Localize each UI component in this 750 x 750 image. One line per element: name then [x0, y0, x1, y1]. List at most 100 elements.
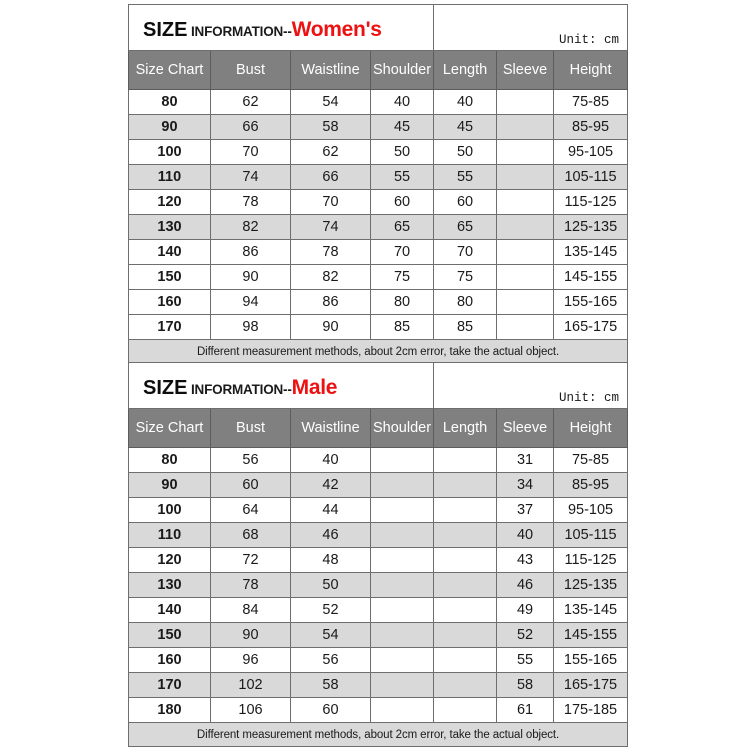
cell-length: 80 — [433, 289, 498, 315]
cell-sleeve: 58 — [496, 672, 555, 698]
male-table-body: 80 56 40 31 75-85 90 60 42 34 85-95 100 64 44 37 95-10… — [128, 447, 629, 723]
cell-size: 180 — [128, 697, 211, 723]
cell-bust: 62 — [210, 89, 291, 115]
male-column-header-row: Size Chart Bust Waistline Shoulder Lengt… — [128, 408, 629, 448]
column-header-height: Height — [553, 50, 629, 90]
cell-shoulder: 45 — [369, 114, 435, 140]
cell-height: 105-115 — [553, 522, 629, 548]
column-header-waistline: Waistline — [290, 50, 371, 90]
womens-size-chart-block: SIZE INFORMATION--Women's Unit: cm Size … — [127, 4, 629, 364]
cell-waistline: 44 — [290, 497, 371, 523]
cell-height: 75-85 — [553, 89, 629, 115]
cell-bust: 106 — [210, 697, 291, 723]
cell-sleeve: 61 — [496, 697, 555, 723]
cell-size: 120 — [128, 189, 211, 215]
table-row: 120 72 48 43 115-125 — [128, 547, 629, 573]
cell-bust: 64 — [210, 497, 291, 523]
womens-column-header-row: Size Chart Bust Waistline Shoulder Lengt… — [128, 50, 629, 90]
cell-size: 170 — [128, 672, 211, 698]
cell-waistline: 52 — [290, 597, 371, 623]
table-row: 120 78 70 60 60 115-125 — [128, 189, 629, 215]
cell-sleeve: 55 — [496, 647, 555, 673]
cell-waistline: 48 — [290, 547, 371, 573]
cell-length — [433, 547, 498, 573]
cell-waistline: 66 — [290, 164, 371, 190]
cell-size: 160 — [128, 647, 211, 673]
column-header-sleeve: Sleeve — [496, 50, 555, 90]
cell-shoulder — [369, 447, 435, 473]
cell-shoulder — [369, 572, 435, 598]
table-row: 170 102 58 58 165-175 — [128, 672, 629, 698]
cell-bust: 78 — [210, 572, 291, 598]
cell-sleeve — [496, 89, 555, 115]
cell-sleeve: 52 — [496, 622, 555, 648]
cell-height: 155-165 — [553, 289, 629, 315]
cell-height: 85-95 — [553, 114, 629, 140]
cell-sleeve: 40 — [496, 522, 555, 548]
cell-length: 60 — [433, 189, 498, 215]
cell-shoulder: 80 — [369, 289, 435, 315]
cell-length: 85 — [433, 314, 498, 340]
cell-sleeve — [496, 314, 555, 340]
cell-shoulder — [369, 547, 435, 573]
cell-shoulder: 85 — [369, 314, 435, 340]
cell-bust: 90 — [210, 264, 291, 290]
cell-sleeve — [496, 139, 555, 165]
cell-length — [433, 672, 498, 698]
womens-table-body: 80 62 54 40 40 75-85 90 66 58 45 45 85-95 100 70 62 50 5… — [128, 89, 629, 340]
cell-height: 125-135 — [553, 572, 629, 598]
table-row: 80 62 54 40 40 75-85 — [128, 89, 629, 115]
cell-height: 95-105 — [553, 139, 629, 165]
cell-height: 175-185 — [553, 697, 629, 723]
cell-bust: 74 — [210, 164, 291, 190]
cell-sleeve — [496, 239, 555, 265]
cell-size: 80 — [128, 447, 211, 473]
cell-waistline: 74 — [290, 214, 371, 240]
male-unit-cell: Unit: cm — [433, 362, 629, 409]
cell-length — [433, 622, 498, 648]
cell-bust: 56 — [210, 447, 291, 473]
cell-length: 65 — [433, 214, 498, 240]
cell-size: 100 — [128, 139, 211, 165]
cell-waistline: 54 — [290, 89, 371, 115]
cell-shoulder — [369, 697, 435, 723]
cell-bust: 96 — [210, 647, 291, 673]
cell-size: 90 — [128, 114, 211, 140]
cell-sleeve: 43 — [496, 547, 555, 573]
cell-bust: 102 — [210, 672, 291, 698]
table-row: 100 64 44 37 95-105 — [128, 497, 629, 523]
cell-shoulder — [369, 497, 435, 523]
cell-size: 80 — [128, 89, 211, 115]
cell-sleeve — [496, 264, 555, 290]
male-size-table: SIZE INFORMATION--Male Unit: cm Size Cha… — [127, 362, 629, 747]
cell-waistline: 78 — [290, 239, 371, 265]
cell-size: 130 — [128, 214, 211, 240]
cell-sleeve: 31 — [496, 447, 555, 473]
unit-label: Unit: cm — [559, 33, 620, 47]
column-header-shoulder: Shoulder — [369, 408, 435, 448]
cell-height: 145-155 — [553, 264, 629, 290]
table-row: 160 96 56 55 155-165 — [128, 647, 629, 673]
cell-height: 105-115 — [553, 164, 629, 190]
cell-bust: 68 — [210, 522, 291, 548]
cell-bust: 66 — [210, 114, 291, 140]
cell-waistline: 62 — [290, 139, 371, 165]
cell-shoulder: 55 — [369, 164, 435, 190]
cell-shoulder — [369, 597, 435, 623]
title-information-word: INFORMATION-- — [187, 382, 292, 397]
table-row: 130 78 50 46 125-135 — [128, 572, 629, 598]
cell-length: 45 — [433, 114, 498, 140]
cell-height: 75-85 — [553, 447, 629, 473]
cell-bust: 90 — [210, 622, 291, 648]
cell-size: 150 — [128, 264, 211, 290]
table-row: 80 56 40 31 75-85 — [128, 447, 629, 473]
cell-waistline: 56 — [290, 647, 371, 673]
cell-height: 115-125 — [553, 547, 629, 573]
cell-height: 115-125 — [553, 189, 629, 215]
cell-height: 165-175 — [553, 314, 629, 340]
cell-height: 165-175 — [553, 672, 629, 698]
cell-sleeve — [496, 189, 555, 215]
unit-label: Unit: cm — [559, 391, 620, 405]
title-size-word: SIZE — [143, 377, 188, 399]
